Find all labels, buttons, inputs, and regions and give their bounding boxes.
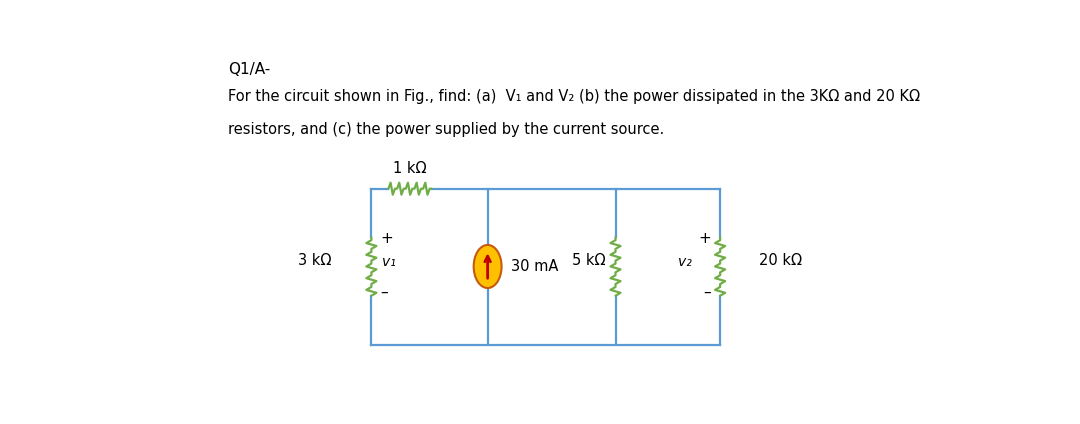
Text: v₂: v₂: [678, 255, 692, 269]
Text: v₁: v₁: [382, 255, 396, 269]
Ellipse shape: [474, 245, 501, 288]
Text: 3 kΩ: 3 kΩ: [298, 253, 332, 268]
Text: For the circuit shown in Fig., find: (a)  V₁ and V₂ (b) the power dissipated in : For the circuit shown in Fig., find: (a)…: [228, 89, 920, 103]
Text: +: +: [380, 231, 393, 246]
Text: 20 kΩ: 20 kΩ: [759, 253, 801, 268]
Text: +: +: [698, 231, 711, 246]
Text: 30 mA: 30 mA: [511, 259, 558, 274]
Text: –: –: [703, 285, 711, 299]
Text: –: –: [380, 285, 388, 299]
Text: 5 kΩ: 5 kΩ: [572, 253, 606, 268]
Text: 1 kΩ: 1 kΩ: [393, 162, 427, 176]
Text: Q1/A-: Q1/A-: [228, 61, 270, 77]
Text: resistors, and (c) the power supplied by the current source.: resistors, and (c) the power supplied by…: [228, 122, 664, 137]
